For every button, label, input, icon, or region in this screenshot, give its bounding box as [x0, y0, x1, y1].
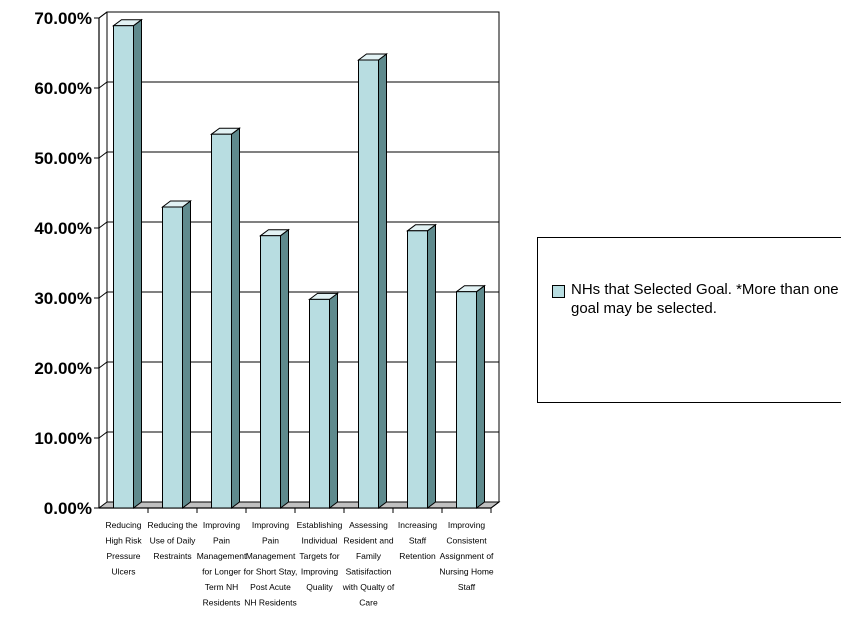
x-axis-category-labels: Reducing High Risk Pressure UlcersReducing …	[105, 520, 494, 608]
gridline-depth	[98, 81, 108, 89]
bar-side	[476, 284, 485, 509]
x-axis-depth	[490, 501, 500, 509]
bar-side	[182, 200, 191, 509]
x-category-label: Reducing High Risk Pressure Ulcers	[105, 520, 142, 577]
x-category-label: Increasing Staff Retention	[398, 520, 437, 561]
legend: NHs that Selected Goal. *More than one g…	[537, 237, 841, 403]
x-category-label: Establishing Individual Targets for Improvi…	[297, 520, 343, 592]
gridlines	[97, 11, 501, 509]
legend-swatch	[552, 285, 565, 298]
plot-floor	[97, 501, 501, 509]
bar-front	[113, 25, 134, 509]
legend-entry-label: NHs that Selected Goal. *More than one g…	[571, 281, 839, 317]
x-category-label: Improving Pain Management for Short Stay, Po…	[244, 520, 298, 608]
bar-front	[358, 59, 379, 509]
bar-front	[162, 206, 183, 509]
y-tick-label: 10.00%	[34, 429, 92, 448]
x-category-label: Assessing Resident and Family Satisifaction…	[342, 520, 395, 608]
y-tick-label: 40.00%	[34, 219, 92, 238]
y-tick-label: 60.00%	[34, 79, 92, 98]
x-category-label: Improving Pain Management for Longer Term NH…	[197, 520, 247, 608]
bars	[112, 18, 486, 509]
y-axis-tick-labels: 0.00% 10.00% 20.00% 30.00% 40.00% 50.00% 60.00…	[34, 9, 92, 518]
bar-side	[231, 127, 240, 509]
bar	[112, 18, 143, 509]
bar-front	[309, 298, 330, 509]
gridline-depth	[98, 221, 108, 229]
bar	[308, 292, 339, 509]
y-tick-label: 70.00%	[34, 9, 92, 28]
bar-front	[211, 133, 232, 509]
y-tick-label: 30.00%	[34, 289, 92, 308]
bar	[161, 200, 192, 509]
bar	[357, 53, 388, 509]
bar-side	[378, 53, 387, 509]
y-tick-label: 20.00%	[34, 359, 92, 378]
bar	[210, 127, 241, 509]
gridline-depth	[98, 431, 108, 439]
bar-front	[407, 230, 428, 509]
bar-side	[133, 18, 142, 509]
bar	[259, 228, 290, 509]
bar-front	[456, 291, 477, 509]
bar-side	[280, 228, 289, 509]
x-category-label: Reducing the Use of Daily Restraints	[147, 520, 197, 561]
bar	[406, 223, 437, 509]
gridline-depth	[98, 361, 108, 369]
y-tick-label: 50.00%	[34, 149, 92, 168]
y-axis-depth	[98, 11, 108, 19]
bar-front	[260, 235, 281, 509]
bar	[455, 284, 486, 509]
bar-side	[427, 223, 436, 509]
x-category-label: Improving Consistent Assignment of Nursing …	[439, 520, 494, 592]
gridline-depth	[98, 151, 108, 159]
gridline-depth	[98, 291, 108, 299]
y-tick-label: 0.00%	[44, 499, 92, 518]
bar-side	[329, 292, 338, 509]
